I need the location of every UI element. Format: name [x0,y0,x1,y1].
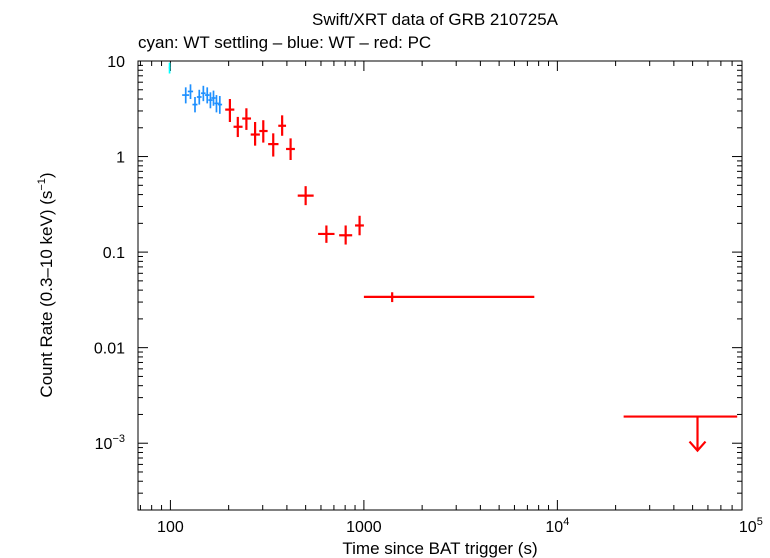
upper-limit-arrow-head [688,440,707,453]
y-tick-label: 1 [116,150,125,167]
y-tick-label: 0.01 [94,341,125,358]
y-tick-label: 10−3 [95,433,125,453]
tick-labels: 100 1000 104 105 10 1 0.1 0.01 10−3 [94,54,763,536]
data-point-pc [278,115,287,136]
data-point-wt [217,96,223,114]
data-point-pc [259,120,268,143]
data-point-pc [242,108,252,130]
data-point-pc [250,121,260,146]
upper-limit-marker [623,415,738,453]
y-tick-label: 10 [107,54,125,71]
plot-frame [137,60,743,511]
x-axis-label: Time since BAT trigger (s) [342,539,537,558]
data-point-pc [233,116,243,138]
data-point-pc [363,292,535,303]
x-tick-label: 100 [157,519,184,536]
data-point-wt [196,89,202,105]
data-point-wt [208,92,213,109]
y-axis-label-main: Count Rate (0.3–10 keV) (s [37,191,56,398]
axis-ticks [138,60,743,511]
data-point-wt [214,95,219,113]
chart-subtitle: cyan: WT settling – blue: WT – red: PC [138,33,431,52]
y-axis-label-sup: −1 [36,178,48,191]
y-tick-label: 0.1 [103,245,125,262]
data-point-pc [286,138,295,161]
data-point-pc [268,133,279,157]
data-point-pc [355,215,364,236]
x-tick-label: 104 [545,516,569,536]
data-point-wt [201,85,206,102]
x-tick-label: 1000 [346,519,382,536]
data-point-wt [192,96,198,113]
data-point-pc [225,99,235,122]
y-axis-label: Count Rate (0.3–10 keV) (s−1) [36,172,56,397]
data-point-wt [211,90,216,106]
data-points [168,62,738,453]
data-point-pc [297,186,314,206]
data-point-wt [182,87,190,104]
data-point-pc [339,225,353,245]
data-point-wt-settling [168,62,171,74]
data-point-wt [205,87,210,104]
data-point-wt [187,84,194,100]
chart-title: Swift/XRT data of GRB 210725A [312,10,559,29]
x-tick-label: 105 [739,516,763,536]
data-point-pc [318,225,335,243]
y-axis-label-close: ) [37,172,56,178]
